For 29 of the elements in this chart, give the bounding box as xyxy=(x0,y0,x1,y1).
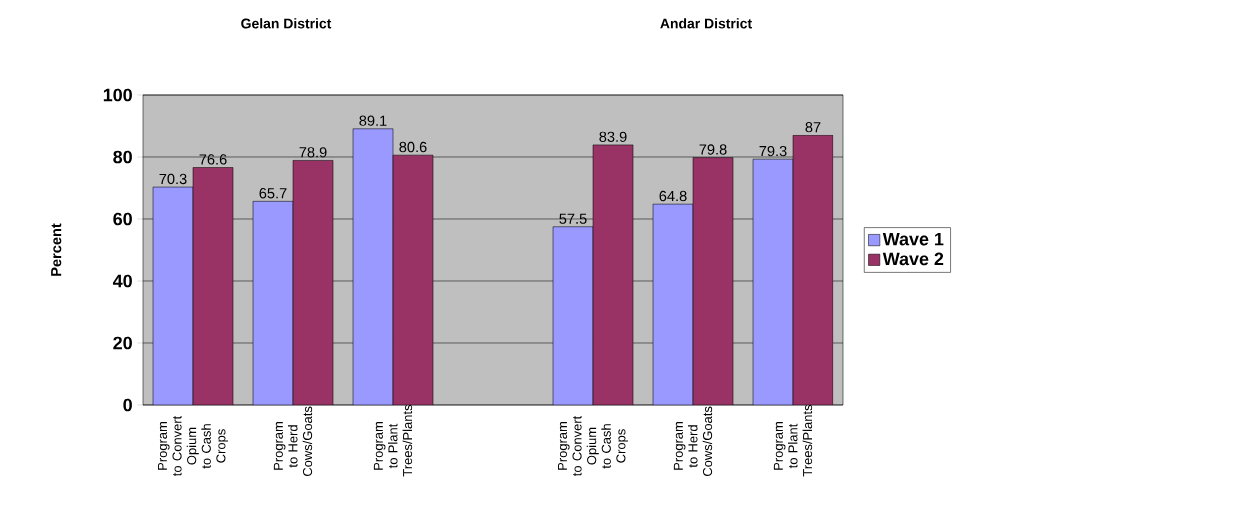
y-tick-label: 100 xyxy=(103,88,132,102)
y-axis-title: Percent xyxy=(51,223,62,276)
data-label: 89.1 xyxy=(359,115,387,126)
legend-label: Wave 2 xyxy=(882,252,944,266)
x-tick-label: Program to Plant Trees/Plants xyxy=(773,404,813,477)
x-tick-label: Program to Herd Cows/Goats xyxy=(673,406,713,477)
data-label: 57.5 xyxy=(559,213,587,224)
y-tick-label: 20 xyxy=(113,336,132,350)
y-tick-label: 80 xyxy=(113,150,132,164)
x-tick-label: Program to Plant Trees/Plants xyxy=(373,404,413,477)
data-label: 65.7 xyxy=(259,188,287,199)
y-tick-label: 40 xyxy=(112,274,132,288)
data-label: 76.6 xyxy=(199,154,227,165)
data-label: 64.8 xyxy=(659,190,687,202)
legend-label: Wave 1 xyxy=(882,232,944,246)
text: Andar District xyxy=(660,18,752,29)
data-label: 70.3 xyxy=(159,173,187,185)
x-tick-label: Program to Convert Opium to Cash Crops xyxy=(557,415,629,477)
data-label: 80.6 xyxy=(399,141,427,153)
x-tick-label: Program to Convert Opium to Cash Crops xyxy=(157,415,229,477)
data-label: 79.3 xyxy=(759,145,787,157)
y-tick-label: 60 xyxy=(113,212,132,226)
data-label: 83.9 xyxy=(599,131,627,142)
text: Gelan District xyxy=(241,18,332,29)
data-label: 79.8 xyxy=(699,144,727,155)
data-label: 78.9 xyxy=(299,147,327,158)
y-tick-label: 0 xyxy=(123,398,132,412)
x-tick-label: Program to Herd Cows/Goats xyxy=(273,406,313,477)
data-label: 87 xyxy=(805,122,821,133)
